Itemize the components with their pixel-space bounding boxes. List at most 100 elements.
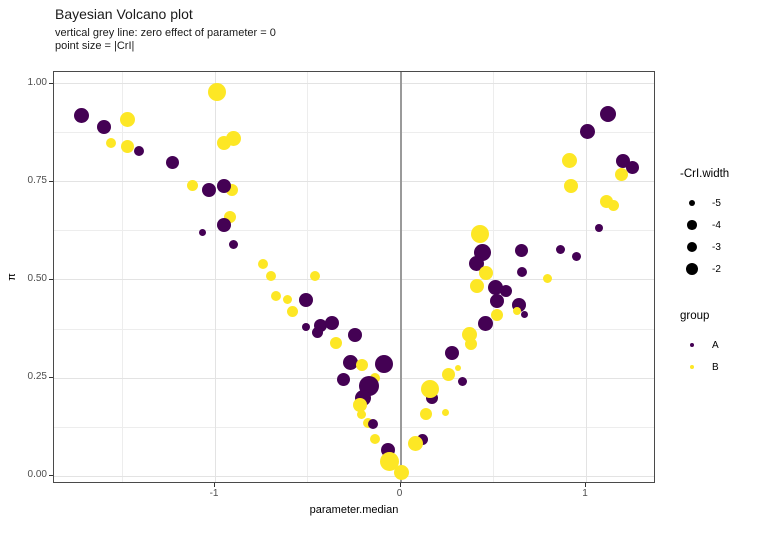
size-legend: -CrI.width -5 -4 -3 -2 bbox=[668, 168, 758, 280]
data-point-group-B bbox=[419, 408, 432, 421]
size-legend-label: -5 bbox=[712, 197, 721, 209]
data-point-group-B bbox=[357, 409, 367, 419]
size-legend-label: -3 bbox=[712, 241, 721, 253]
y-axis-tick bbox=[49, 475, 53, 476]
data-point-group-B bbox=[271, 290, 282, 301]
zero-effect-reference-line bbox=[399, 72, 402, 482]
data-point-group-B bbox=[329, 336, 342, 349]
data-point-group-B bbox=[465, 337, 478, 350]
y-axis-tick bbox=[49, 377, 53, 378]
data-point-group-B bbox=[187, 180, 199, 192]
y-major-gridline bbox=[54, 83, 654, 85]
data-point-group-A bbox=[301, 323, 310, 332]
size-legend-title: -CrI.width bbox=[680, 168, 730, 180]
data-point-group-B bbox=[352, 398, 367, 413]
data-point-group-B bbox=[355, 359, 368, 372]
y-major-gridline bbox=[54, 377, 654, 379]
data-point-group-B bbox=[491, 308, 503, 321]
data-point-group-A bbox=[595, 223, 604, 232]
data-point-group-B bbox=[471, 225, 490, 244]
size-legend-keybox bbox=[682, 263, 702, 275]
data-point-group-A bbox=[342, 354, 358, 370]
y-axis-tick bbox=[49, 82, 53, 84]
data-point-group-A bbox=[165, 155, 179, 169]
data-point-group-B bbox=[478, 265, 493, 280]
x-tick-label: -1 bbox=[209, 488, 219, 499]
data-point-group-A bbox=[473, 243, 491, 261]
data-point-group-B bbox=[265, 271, 276, 282]
data-point-group-A bbox=[517, 267, 528, 278]
data-point-group-B bbox=[207, 82, 226, 101]
data-point-group-A bbox=[487, 279, 503, 295]
y-axis-tick bbox=[49, 180, 53, 182]
x-axis-tick bbox=[214, 483, 216, 487]
data-point-group-B bbox=[226, 131, 242, 147]
data-point-group-B bbox=[564, 178, 579, 193]
y-major-gridline bbox=[54, 181, 654, 183]
data-point-group-A bbox=[336, 373, 350, 387]
y-tick-label: 0.75 bbox=[27, 174, 47, 186]
data-point-group-B bbox=[258, 259, 269, 270]
data-point-group-A bbox=[600, 106, 617, 123]
y-tick-label: 1.00 bbox=[27, 76, 47, 88]
data-point-group-A bbox=[311, 327, 323, 339]
data-point-group-B bbox=[469, 278, 484, 293]
size-key-dot bbox=[686, 241, 698, 253]
size-legend-keybox bbox=[682, 241, 702, 253]
size-legend-label: -2 bbox=[712, 263, 721, 275]
x-axis-title: parameter.median bbox=[309, 504, 399, 516]
size-key-dot bbox=[688, 199, 696, 207]
data-point-group-A bbox=[133, 145, 144, 156]
group-key-dot bbox=[689, 364, 695, 370]
data-point-group-A bbox=[490, 294, 504, 309]
y-tick-label: 0.00 bbox=[27, 469, 47, 480]
y-minor-gridline bbox=[54, 426, 654, 428]
data-point-group-A bbox=[521, 311, 529, 319]
x-tick-label: 0 bbox=[396, 488, 403, 499]
data-point-group-A bbox=[324, 316, 339, 331]
data-point-group-A bbox=[555, 245, 565, 255]
data-point-group-A bbox=[478, 316, 494, 332]
data-point-group-B bbox=[442, 408, 450, 416]
data-point-group-B bbox=[421, 379, 440, 398]
group-key-dot bbox=[689, 342, 695, 348]
y-axis-tick bbox=[49, 278, 53, 280]
data-point-group-A bbox=[96, 120, 111, 135]
data-point-group-A bbox=[445, 345, 460, 360]
y-minor-gridline bbox=[54, 132, 654, 134]
data-point-group-B bbox=[106, 137, 117, 148]
x-minor-gridline bbox=[121, 72, 123, 482]
plot-subtitle-line2: point size = |CrI| bbox=[55, 40, 135, 52]
data-point-group-A bbox=[374, 354, 393, 373]
data-point-group-B bbox=[287, 305, 299, 317]
data-point-group-B bbox=[121, 140, 135, 154]
plot-title: Bayesian Volcano plot bbox=[55, 6, 193, 22]
data-point-group-B bbox=[455, 364, 462, 371]
y-tick-label: 0.25 bbox=[27, 371, 47, 382]
x-major-gridline bbox=[585, 72, 587, 482]
y-major-gridline bbox=[54, 279, 654, 281]
data-point-group-A bbox=[625, 161, 639, 175]
group-legend-keybox bbox=[682, 364, 702, 370]
group-legend-keybox bbox=[682, 342, 702, 348]
data-point-group-A bbox=[298, 292, 313, 307]
x-minor-gridline bbox=[307, 72, 309, 482]
data-point-group-A bbox=[217, 218, 232, 233]
size-legend-item: -5 bbox=[668, 192, 758, 214]
data-point-group-B bbox=[513, 306, 522, 315]
data-point-group-A bbox=[368, 418, 379, 429]
data-point-group-A bbox=[217, 178, 232, 193]
group-legend-label: B bbox=[712, 361, 719, 373]
group-legend-item-A: A bbox=[668, 334, 758, 356]
group-legend-item-B: B bbox=[668, 356, 758, 378]
x-minor-gridline bbox=[492, 72, 494, 482]
data-point-group-A bbox=[198, 229, 206, 237]
size-key-dot bbox=[687, 220, 697, 230]
data-point-group-B bbox=[461, 326, 477, 342]
x-axis-tick bbox=[585, 483, 587, 487]
size-legend-keybox bbox=[682, 199, 702, 207]
data-point-group-B bbox=[542, 273, 552, 283]
y-axis-title: π bbox=[5, 273, 18, 281]
